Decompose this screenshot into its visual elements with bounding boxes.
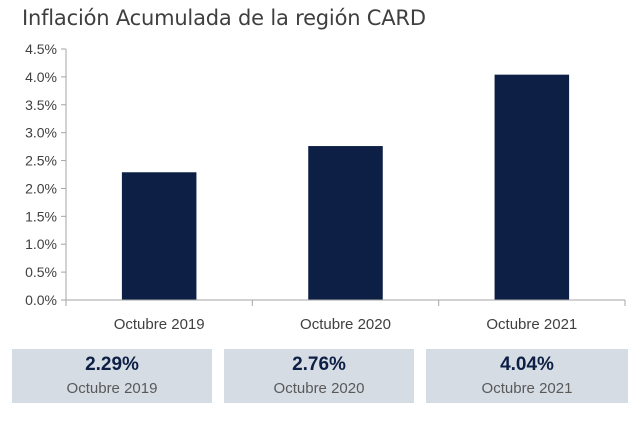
bar (494, 74, 570, 300)
x-tick-label: Octubre 2020 (300, 316, 391, 333)
summary-value: 2.76% (292, 354, 346, 375)
summary-label: Octubre 2019 (66, 380, 158, 397)
summary-box-2019: 2.29% Octubre 2019 (12, 349, 212, 403)
y-tick-label: 2.5% (25, 153, 57, 169)
chart-title: Inflación Acumulada de la región CARD (22, 6, 426, 30)
bars-group (121, 74, 570, 300)
y-tick-label: 3.5% (25, 97, 57, 113)
y-tick-label: 1.5% (25, 208, 57, 224)
summary-label: Octubre 2021 (481, 380, 573, 397)
bar (308, 146, 383, 300)
x-tick-label: Octubre 2019 (114, 316, 205, 333)
y-axis: 0.0% 0.5% 1.0% 1.5% 2.0% 2.5% 3.0% 3.5% 4.0% 4.5% (25, 41, 67, 308)
x-tick-label: Octubre 2021 (486, 316, 577, 333)
bar (121, 172, 197, 300)
summary-label: Octubre 2020 (273, 380, 365, 397)
summary-box-2021: 4.04% Octubre 2021 (426, 349, 628, 403)
y-tick-label: 0.5% (25, 264, 57, 280)
x-axis: Octubre 2019 Octubre 2020 Octubre 2021 (65, 299, 626, 333)
y-tick-label: 1.0% (25, 236, 57, 252)
summary-box-2020: 2.76% Octubre 2020 (224, 349, 414, 403)
y-tick-label: 2.0% (25, 180, 57, 196)
y-tick-label: 0.0% (25, 292, 57, 308)
summary-value: 4.04% (500, 354, 554, 375)
y-tick-label: 4.5% (25, 41, 57, 57)
bar-chart: 0.0% 0.5% 1.0% 1.5% 2.0% 2.5% 3.0% 3.5% 4.0% 4.5%… (25, 41, 626, 333)
y-tick-label: 4.0% (25, 69, 57, 85)
summary-value: 2.29% (85, 354, 139, 375)
summary-boxes: 2.29% Octubre 2019 2.76% Octubre 2020 4.… (12, 349, 628, 403)
y-tick-label: 3.0% (25, 125, 57, 141)
